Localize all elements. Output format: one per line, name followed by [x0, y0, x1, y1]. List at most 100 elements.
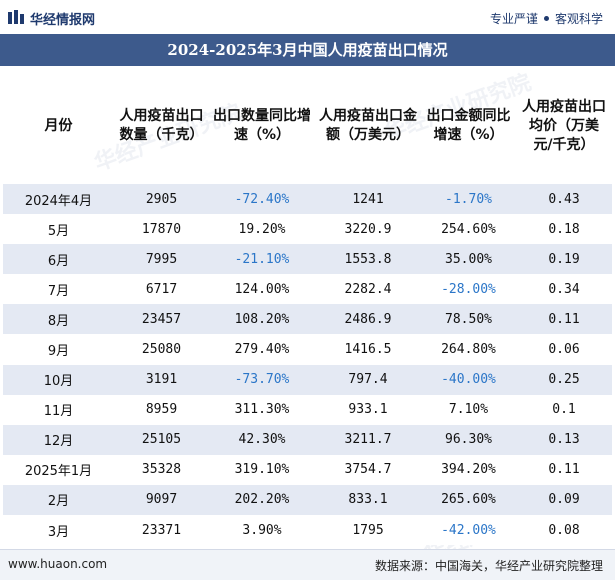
table-cell-price: 0.11	[516, 304, 612, 335]
table-row: 9月 25080 279.40% 1416.5 264.80% 0.06	[3, 334, 612, 365]
table-cell-price: 0.1	[516, 394, 612, 425]
separator-dot-icon	[543, 16, 549, 21]
brand-logo-icon	[8, 10, 24, 24]
table-cell-amount-yoy: 264.80%	[421, 334, 516, 365]
table-row: 6月 7995 -21.10% 1553.8 35.00% 0.19	[3, 244, 612, 275]
page-title: 2024-2025年3月中国人用疫苗出口情况	[0, 34, 615, 66]
table-cell-month: 2024年4月	[3, 184, 114, 215]
column-header: 月份	[44, 117, 73, 134]
table-cell-qty: 3191	[114, 364, 209, 395]
table-row: 3月 23371 3.90% 1795 -42.00% 0.08	[3, 515, 612, 546]
table-header-row: 月份 人用疫苗出口数量（千克） 出口数量同比增速（%） 人用疫苗出口金额（万美元…	[3, 68, 612, 184]
table-cell-month: 5月	[3, 214, 114, 245]
table-cell-qty-yoy: -21.10%	[209, 244, 315, 275]
table-cell-amount: 2282.4	[315, 274, 421, 305]
top-bar: 华经情报网 专业严谨 客观科学	[0, 0, 615, 34]
table-cell-price: 0.09	[516, 484, 612, 516]
table-cell-month: 3月	[3, 515, 114, 546]
table-cell-amount-yoy: 35.00%	[421, 244, 516, 275]
table-cell-price: 0.34	[516, 274, 612, 305]
column-header: 出口金额同比增速（%）	[426, 108, 511, 143]
table-cell-price: 0.19	[516, 244, 612, 275]
table-row: 5月 17870 19.20% 3220.9 254.60% 0.18	[3, 214, 612, 245]
table-cell-price: 0.13	[516, 424, 612, 455]
table-cell-price: 0.43	[516, 184, 612, 215]
table-body: 2024年4月 2905 -72.40% 1241 -1.70% 0.43 5月 17870 1…	[3, 184, 612, 546]
tagline: 专业严谨 客观科学	[490, 10, 603, 27]
table-cell-qty: 25080	[114, 334, 209, 365]
table-cell-amount: 1553.8	[315, 244, 421, 275]
table-row: 8月 23457 108.20% 2486.9 78.50% 0.11	[3, 304, 612, 335]
table-row: 11月 8959 311.30% 933.1 7.10% 0.1	[3, 394, 612, 425]
table-cell-amount: 1795	[315, 515, 421, 546]
brand-name: 华经情报网	[30, 13, 96, 28]
table-cell-month: 11月	[3, 394, 114, 425]
table-cell-qty-yoy: 279.40%	[209, 334, 315, 365]
table-cell-price: 0.18	[516, 214, 612, 245]
tagline-right: 客观科学	[554, 12, 603, 26]
table-cell-month: 2月	[3, 484, 114, 516]
table-cell-qty-yoy: 319.10%	[209, 454, 315, 485]
table-cell-qty: 25105	[114, 424, 209, 455]
table-cell-month: 12月	[3, 424, 114, 455]
table-cell-amount-yoy: -1.70%	[421, 184, 516, 215]
table-cell-price: 0.06	[516, 334, 612, 365]
table-row: 12月 25105 42.30% 3211.7 96.30% 0.13	[3, 424, 612, 455]
column-header: 人用疫苗出口金额（万美元）	[319, 108, 417, 143]
table-cell-qty-yoy: 19.20%	[209, 214, 315, 245]
table-cell-price: 0.08	[516, 515, 612, 546]
table-cell-month: 7月	[3, 274, 114, 305]
table-cell-qty: 7995	[114, 244, 209, 275]
table-cell-qty: 35328	[114, 454, 209, 485]
table-cell-amount-yoy: -40.00%	[421, 364, 516, 395]
table-cell-month: 2025年1月	[3, 454, 114, 485]
table-cell-amount: 1416.5	[315, 334, 421, 365]
table-cell-amount: 3220.9	[315, 214, 421, 245]
table-cell-amount-yoy: 7.10%	[421, 394, 516, 425]
tagline-left: 专业严谨	[489, 12, 538, 26]
table-cell-qty: 23371	[114, 515, 209, 546]
data-table: 月份 人用疫苗出口数量（千克） 出口数量同比增速（%） 人用疫苗出口金额（万美元…	[3, 68, 612, 546]
table-cell-qty-yoy: 311.30%	[209, 394, 315, 425]
table-cell-amount: 833.1	[315, 484, 421, 516]
table-cell-month: 8月	[3, 304, 114, 335]
column-header: 出口数量同比增速（%）	[213, 108, 311, 143]
table-cell-qty-yoy: 124.00%	[209, 274, 315, 305]
table-cell-amount: 1241	[315, 184, 421, 215]
table-cell-qty: 23457	[114, 304, 209, 335]
footer-source: 数据来源：中国海关，华经产业研究院整理	[374, 559, 603, 573]
table-cell-month: 10月	[3, 364, 114, 395]
table-row: 2025年1月 35328 319.10% 3754.7 394.20% 0.11	[3, 454, 612, 485]
table-cell-qty: 6717	[114, 274, 209, 305]
table-cell-amount-yoy: 254.60%	[421, 214, 516, 245]
table-cell-qty-yoy: -72.40%	[209, 184, 315, 215]
footer: www.huaon.com 数据来源：中国海关，华经产业研究院整理	[0, 549, 615, 580]
table-cell-qty: 17870	[114, 214, 209, 245]
table-cell-qty-yoy: 108.20%	[209, 304, 315, 335]
table-cell-amount-yoy: 78.50%	[421, 304, 516, 335]
table-cell-qty-yoy: 3.90%	[209, 515, 315, 546]
table-row: 10月 3191 -73.70% 797.4 -40.00% 0.25	[3, 364, 612, 395]
table-cell-amount: 797.4	[315, 364, 421, 395]
table-row: 2月 9097 202.20% 833.1 265.60% 0.09	[3, 484, 612, 516]
column-header: 人用疫苗出口均价（万美元/千克）	[522, 98, 606, 153]
table-cell-price: 0.25	[516, 364, 612, 395]
table-row: 7月 6717 124.00% 2282.4 -28.00% 0.34	[3, 274, 612, 305]
table-cell-qty-yoy: 42.30%	[209, 424, 315, 455]
table-cell-month: 9月	[3, 334, 114, 365]
column-header: 人用疫苗出口数量（千克）	[119, 108, 204, 143]
table-row: 2024年4月 2905 -72.40% 1241 -1.70% 0.43	[3, 184, 612, 215]
table-cell-amount-yoy: -28.00%	[421, 274, 516, 305]
table-cell-price: 0.11	[516, 454, 612, 485]
table-cell-amount-yoy: 265.60%	[421, 484, 516, 516]
table-cell-amount: 933.1	[315, 394, 421, 425]
table-cell-qty-yoy: 202.20%	[209, 484, 315, 516]
table-cell-amount-yoy: -42.00%	[421, 515, 516, 546]
table-cell-qty: 9097	[114, 484, 209, 516]
table-cell-qty: 8959	[114, 394, 209, 425]
table-cell-amount-yoy: 96.30%	[421, 424, 516, 455]
table-cell-amount: 3754.7	[315, 454, 421, 485]
table-cell-qty-yoy: -73.70%	[209, 364, 315, 395]
table-cell-qty: 2905	[114, 184, 209, 215]
table-cell-amount: 2486.9	[315, 304, 421, 335]
